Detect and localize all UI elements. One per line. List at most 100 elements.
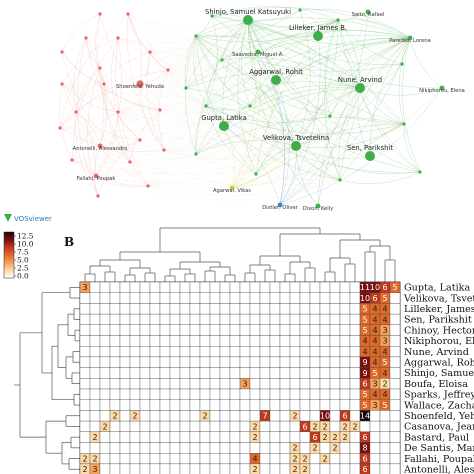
heatmap-cell bbox=[369, 420, 381, 432]
network-edge bbox=[247, 19, 319, 207]
heatmap-cell bbox=[179, 442, 191, 454]
heatmap-cell bbox=[229, 399, 241, 411]
network-edge bbox=[147, 105, 207, 187]
heatmap-cell bbox=[169, 324, 181, 336]
heatmap-cell bbox=[239, 281, 251, 293]
heatmap-cell bbox=[389, 303, 401, 315]
heatmap-cell bbox=[299, 442, 311, 454]
heatmap-cell bbox=[139, 442, 151, 454]
heatmap-cell bbox=[109, 346, 121, 358]
heatmap-cell bbox=[349, 463, 361, 474]
heatmap-cell bbox=[89, 303, 101, 315]
network-edge bbox=[139, 37, 411, 91]
heatmap-cell bbox=[79, 292, 91, 304]
heatmap-cell bbox=[249, 281, 261, 293]
network-edge bbox=[279, 87, 443, 206]
network-edge bbox=[337, 19, 361, 89]
heatmap-cell bbox=[259, 303, 271, 315]
heatmap-cell bbox=[189, 410, 201, 422]
network-edge bbox=[205, 105, 341, 181]
heatmap-cell bbox=[229, 410, 241, 422]
network-edge bbox=[337, 19, 421, 173]
network-edge bbox=[185, 19, 249, 89]
network-edge bbox=[147, 19, 249, 187]
network-node-minor bbox=[194, 152, 198, 156]
heatmap-cell-value: 5 bbox=[362, 401, 367, 410]
network-edge bbox=[359, 87, 421, 173]
network-edge bbox=[61, 83, 97, 177]
heatmap-cell-value: 5 bbox=[382, 401, 387, 410]
network-node-label: Gupta, Latika bbox=[201, 114, 247, 122]
network-edge bbox=[59, 19, 249, 129]
heatmap-cell bbox=[99, 367, 111, 379]
network-edge bbox=[167, 69, 341, 181]
heatmap-cell bbox=[209, 431, 221, 443]
heatmap-cell bbox=[109, 388, 121, 400]
legend-colorbar bbox=[3, 231, 15, 279]
heatmap-cell bbox=[189, 292, 201, 304]
heatmap-cell-value: 6 bbox=[362, 454, 367, 463]
heatmap-cell bbox=[249, 335, 261, 347]
heatmap-cell bbox=[349, 356, 361, 368]
heatmap-cell bbox=[219, 453, 231, 465]
network-edge bbox=[231, 79, 277, 189]
heatmap-cell bbox=[229, 313, 241, 325]
heatmap-cell bbox=[79, 442, 91, 454]
network-edge bbox=[339, 171, 421, 184]
network-edge bbox=[195, 37, 411, 155]
heatmap-cell bbox=[199, 335, 211, 347]
network-edge bbox=[249, 19, 339, 107]
network-edge bbox=[111, 37, 119, 113]
network-edge bbox=[95, 19, 249, 177]
network-node bbox=[355, 83, 365, 93]
heatmap-cell-value: 7 bbox=[262, 412, 267, 421]
heatmap-cell bbox=[279, 388, 291, 400]
heatmap-cell bbox=[239, 453, 251, 465]
heatmap-cell bbox=[349, 303, 361, 315]
heatmap-cell bbox=[219, 324, 231, 336]
heatmap-cell bbox=[289, 367, 301, 379]
heatmap-cell-value: 5 bbox=[362, 315, 367, 324]
heatmap-cell-value: 6 bbox=[372, 294, 377, 303]
heatmap-cell bbox=[279, 378, 291, 390]
heatmap-cell-value: 2 bbox=[92, 433, 97, 442]
heatmap-cell bbox=[159, 303, 171, 315]
network-edge bbox=[99, 67, 141, 141]
network-edge bbox=[95, 105, 207, 177]
legend-tick-label: 5.0 bbox=[17, 256, 29, 265]
network-edge bbox=[205, 105, 297, 147]
heatmap-cell bbox=[249, 378, 261, 390]
heatmap-cell bbox=[159, 453, 171, 465]
network-edge bbox=[163, 19, 339, 151]
network-node-minor bbox=[116, 36, 120, 40]
legend-tick-label: 0.0 bbox=[17, 272, 29, 281]
heatmap-cell bbox=[319, 399, 331, 411]
network-edge bbox=[117, 37, 361, 93]
network-edge bbox=[255, 123, 405, 175]
heatmap-cell bbox=[159, 431, 171, 443]
network-edge bbox=[329, 37, 411, 117]
legend-tick-label: 7.5 bbox=[17, 248, 29, 257]
heatmap-cell bbox=[309, 453, 321, 465]
heatmap-cell bbox=[99, 410, 111, 422]
heatmap-cell bbox=[269, 378, 281, 390]
heatmap-cell-value: 3 bbox=[242, 379, 247, 388]
heatmap-cell-value: 6 bbox=[382, 283, 387, 292]
network-edge bbox=[317, 87, 361, 207]
heatmap-cell bbox=[319, 346, 331, 358]
heatmap-cell bbox=[109, 378, 121, 390]
network-edge bbox=[205, 19, 249, 107]
heatmap-cell bbox=[99, 281, 111, 293]
heatmap-cell bbox=[139, 356, 151, 368]
network-edge bbox=[126, 13, 165, 151]
heatmap-cell bbox=[319, 292, 331, 304]
network-edge bbox=[85, 37, 105, 147]
heatmap-cell bbox=[259, 324, 271, 336]
heatmap-cell bbox=[129, 388, 141, 400]
network-edge bbox=[75, 111, 101, 147]
heatmap-cell bbox=[379, 453, 391, 465]
heatmap-cell-value: 2 bbox=[252, 465, 257, 474]
network-edge bbox=[185, 72, 361, 89]
heatmap-cell bbox=[179, 324, 191, 336]
network-edge bbox=[59, 51, 151, 129]
